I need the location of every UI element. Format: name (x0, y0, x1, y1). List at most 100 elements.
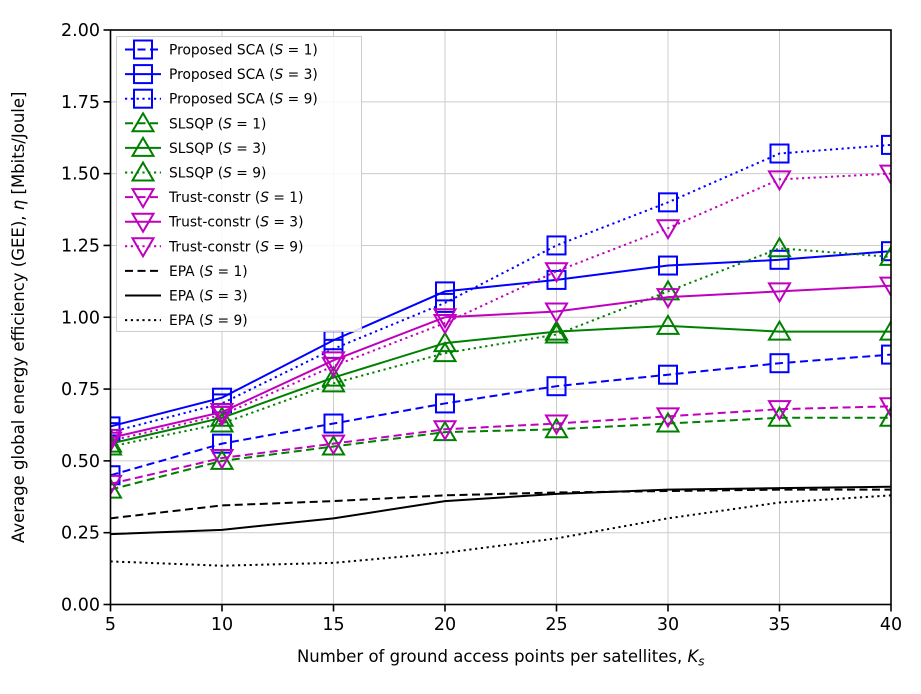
legend-label: Trust-constr (S = 3) (168, 215, 303, 231)
legend-item-3: SLSQP (S = 1) (125, 111, 266, 133)
triangle-down-marker (544, 302, 569, 324)
triangle-up-marker (321, 365, 346, 387)
triangle-up-marker (321, 371, 346, 393)
legend-label: EPA (S = 3) (169, 289, 248, 305)
triangle-up-marker (878, 319, 891, 341)
triangle-down-marker (432, 313, 458, 335)
triangle-down-marker (878, 276, 891, 298)
triangle-down-marker (209, 449, 235, 470)
triangle-up-marker (432, 331, 458, 353)
y-tick-label: 1.25 (61, 236, 100, 256)
y-tick-label: 1.75 (61, 93, 100, 113)
series-line (110, 485, 891, 536)
square-marker (881, 134, 891, 155)
tick-marks (103, 29, 892, 612)
y-tick-label: 0.75 (61, 380, 100, 400)
plot-series-area (110, 134, 891, 567)
triangle-down-marker (432, 308, 458, 330)
square-marker (133, 88, 153, 109)
legend-item-0: Proposed SCA (S = 1) (125, 39, 318, 60)
legend-label: SLSQP (S = 3) (169, 141, 266, 157)
series-8 (110, 164, 891, 453)
legend-label: Trust-constr (S = 1) (168, 190, 303, 206)
square-marker (658, 364, 678, 385)
legend-item-10: EPA (S = 3) (125, 289, 248, 305)
triangle-down-marker (130, 188, 156, 210)
legend-label: Trust-constr (S = 9) (168, 239, 303, 255)
triangle-down-marker (432, 420, 458, 442)
x-tick-label: 20 (434, 615, 456, 635)
series-line (110, 284, 891, 439)
triangle-down-marker (110, 474, 123, 496)
triangle-up-marker (110, 434, 123, 456)
triangle-down-marker (655, 407, 681, 429)
square-marker (133, 64, 153, 85)
triangle-down-marker (130, 237, 156, 259)
square-marker (881, 344, 891, 365)
square-marker (546, 269, 567, 290)
triangle-down-marker (767, 282, 792, 304)
triangle-down-marker (110, 431, 123, 453)
y-tick-label: 0.25 (61, 524, 100, 544)
triangle-up-marker (432, 341, 458, 363)
triangle-up-marker (130, 160, 156, 182)
x-tick-label: 40 (880, 615, 902, 635)
triangle-up-marker (767, 405, 792, 427)
square-marker (769, 353, 790, 374)
triangle-up-marker (878, 405, 891, 427)
legend-item-9: EPA (S = 1) (125, 264, 248, 280)
legend-item-6: Trust-constr (S = 1) (125, 188, 303, 210)
triangle-up-marker (767, 319, 792, 341)
square-marker (546, 235, 567, 256)
y-axis-label: Average global energy efficiency (GEE), … (9, 92, 28, 543)
square-marker (881, 241, 891, 262)
square-marker (658, 255, 678, 276)
triangle-up-marker (130, 111, 156, 133)
triangle-up-marker (655, 411, 681, 433)
legend-label: Proposed SCA (S = 3) (169, 67, 318, 83)
series-line (110, 247, 891, 448)
legend-label: Proposed SCA (S = 1) (169, 43, 318, 59)
triangle-up-marker (544, 319, 569, 341)
series-6 (110, 397, 891, 496)
triangle-down-marker (655, 288, 681, 310)
square-marker (435, 281, 455, 302)
x-tick-label: 35 (768, 615, 790, 635)
triangle-down-marker (767, 170, 792, 192)
legend-item-7: Trust-constr (S = 3) (125, 212, 303, 234)
series-line (110, 324, 891, 445)
triangle-down-marker (209, 405, 235, 427)
series-10 (110, 485, 891, 536)
x-axis-label: Number of ground access points per satel… (297, 647, 705, 669)
x-tick-label: 30 (657, 615, 679, 635)
triangle-up-marker (544, 322, 569, 344)
series-line (110, 488, 891, 520)
triangle-up-marker (655, 313, 681, 335)
y-tick-label: 1.00 (61, 308, 100, 328)
series-line (110, 250, 891, 428)
legend-item-1: Proposed SCA (S = 3) (125, 64, 318, 85)
legend: Proposed SCA (S = 1) Proposed SCA (S = 3)… (116, 36, 362, 332)
legend-label: SLSQP (S = 1) (169, 116, 266, 132)
legend-label: SLSQP (S = 9) (169, 166, 266, 182)
triangle-down-marker (767, 400, 792, 422)
series-7 (110, 276, 891, 450)
square-marker (769, 143, 790, 164)
legend-item-5: SLSQP (S = 9) (125, 160, 266, 182)
legend-item-8: Trust-constr (S = 9) (125, 237, 303, 259)
triangle-up-marker (878, 244, 891, 266)
x-tick-label: 10 (211, 615, 233, 635)
x-tick-label: 5 (105, 615, 116, 635)
square-marker (133, 39, 153, 60)
triangle-down-marker (878, 164, 891, 186)
series-line (110, 172, 891, 442)
series-line (110, 416, 891, 491)
y-tick-label: 1.50 (61, 165, 100, 185)
triangle-down-marker (321, 434, 346, 456)
triangle-down-marker (321, 357, 346, 379)
square-marker (546, 376, 567, 397)
triangle-up-marker (130, 135, 156, 157)
square-marker (769, 249, 790, 270)
